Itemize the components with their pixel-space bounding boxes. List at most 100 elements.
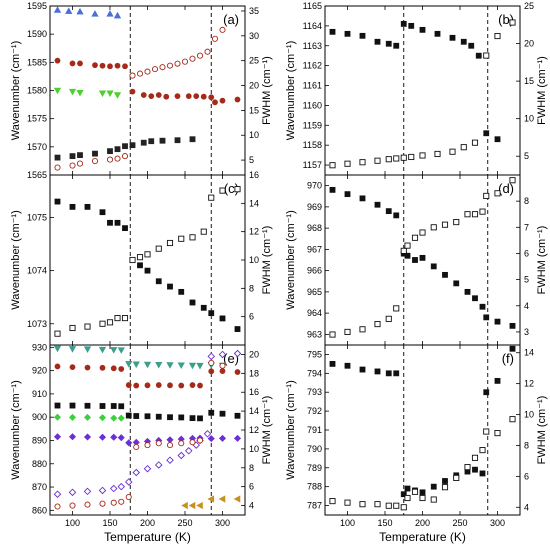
- data-point: [393, 502, 400, 509]
- data-point: [54, 363, 61, 370]
- y-tick-label: 930: [32, 342, 47, 352]
- data-point: [479, 470, 486, 477]
- data-point: [166, 436, 174, 444]
- data-point: [374, 157, 381, 164]
- data-point: [374, 368, 381, 375]
- data-point: [144, 68, 151, 75]
- x-tick-label: 250: [177, 518, 192, 528]
- y2-axis-title: FWHM (cm⁻¹): [536, 56, 548, 125]
- data-point: [69, 402, 76, 409]
- series-square-filled: [329, 20, 501, 143]
- data-point: [204, 48, 211, 55]
- series-triangle-down-filled: [53, 87, 122, 99]
- data-point: [208, 310, 215, 317]
- y2-tick-label: 10: [249, 130, 259, 140]
- series-triangle-up-filled: [53, 6, 122, 19]
- series-square-open: [329, 177, 516, 338]
- data-point: [472, 295, 478, 302]
- data-point: [471, 139, 479, 146]
- data-point: [196, 362, 204, 370]
- data-point: [359, 32, 366, 39]
- data-point: [419, 254, 426, 261]
- x-tick-label: 250: [452, 518, 467, 528]
- data-point: [68, 346, 77, 353]
- data-point: [479, 447, 486, 454]
- y2-tick-label: 16: [249, 387, 259, 397]
- y2-tick-label: 15: [249, 105, 259, 115]
- panel-a: 1565 1570 1575 1580 1585 1590 1595 5 10 15 20 25 30 3…: [10, 1, 273, 180]
- data-point: [509, 177, 516, 184]
- y-tick-label: 1160: [303, 100, 322, 110]
- panel-label: (d): [498, 181, 514, 196]
- data-point: [460, 144, 467, 151]
- y-tick-label: 788: [307, 482, 322, 492]
- y-tick-label: 1575: [27, 114, 47, 124]
- y-tick-label: 870: [32, 482, 47, 492]
- data-point: [464, 211, 471, 218]
- x-axis-title: Temperature (K): [379, 530, 466, 544]
- y-axis-title: Wavenumber (cm⁻¹): [10, 210, 22, 310]
- y-tick-label: 1585: [27, 57, 47, 67]
- data-point: [211, 35, 219, 42]
- y2-tick-label: 35: [249, 6, 259, 16]
- plot-frame: [49, 344, 246, 516]
- data-point: [117, 414, 125, 422]
- data-point: [68, 433, 77, 441]
- y2-tick-label: 6: [524, 248, 529, 258]
- data-point: [479, 208, 486, 215]
- data-point: [177, 451, 186, 460]
- data-point: [393, 305, 400, 312]
- y-tick-label: 792: [307, 406, 322, 416]
- data-point: [98, 433, 107, 441]
- data-point: [471, 454, 479, 461]
- data-point: [155, 413, 162, 420]
- data-point: [107, 148, 113, 155]
- data-point: [453, 280, 460, 287]
- data-point: [385, 502, 392, 509]
- series-triangle-left-filled: [181, 495, 241, 510]
- data-point: [441, 484, 449, 491]
- data-point: [114, 219, 121, 226]
- data-point: [196, 52, 204, 59]
- data-point: [117, 482, 126, 491]
- series-square-open: [329, 19, 516, 169]
- data-point: [53, 490, 62, 498]
- data-point: [53, 345, 62, 353]
- data-point: [494, 430, 501, 437]
- data-point: [155, 245, 162, 252]
- data-point: [385, 315, 392, 322]
- data-point: [99, 62, 106, 69]
- data-point: [184, 447, 193, 455]
- data-point: [197, 415, 203, 422]
- data-point: [219, 187, 226, 194]
- data-point: [151, 66, 159, 73]
- series-square-open: [329, 416, 516, 511]
- data-point: [166, 456, 174, 464]
- data-point: [155, 361, 163, 369]
- data-point: [468, 42, 475, 49]
- data-point: [234, 186, 241, 193]
- data-point: [181, 501, 188, 510]
- data-point: [197, 382, 203, 389]
- data-point: [174, 93, 181, 100]
- data-point: [329, 360, 336, 367]
- data-point: [385, 208, 392, 215]
- data-point: [91, 10, 99, 17]
- data-point: [54, 57, 61, 64]
- data-point: [344, 160, 351, 167]
- y-tick-label: 900: [32, 412, 47, 422]
- data-point: [419, 229, 426, 236]
- data-point: [178, 440, 185, 447]
- data-point: [144, 442, 151, 449]
- data-point: [178, 235, 185, 242]
- data-point: [114, 62, 121, 69]
- data-point: [219, 315, 226, 322]
- data-point: [509, 345, 516, 352]
- y2-tick-label: 10: [249, 444, 259, 454]
- y-tick-label: 965: [307, 287, 322, 297]
- panel-c: 1073 1074 1075 6 8 10 12 14 16 (c) Wavenumber (cm⁻…: [10, 170, 273, 346]
- y-tick-label: 1163: [303, 41, 322, 51]
- y2-tick-label: 3: [524, 327, 529, 337]
- y2-tick-label: 8: [524, 440, 529, 450]
- data-point: [113, 11, 122, 19]
